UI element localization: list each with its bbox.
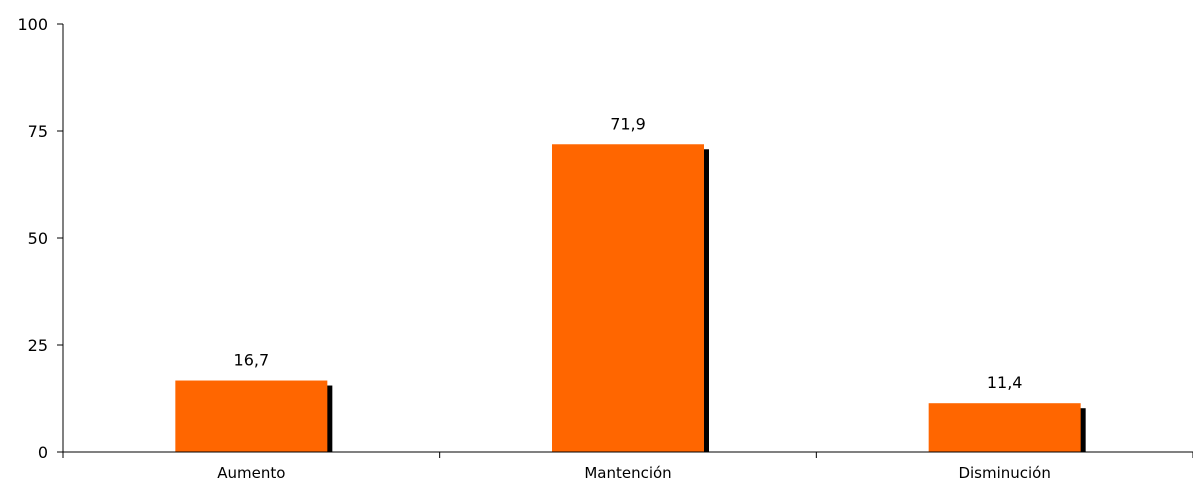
x-tick-label: Disminución	[958, 464, 1050, 482]
y-tick-label: 100	[17, 15, 48, 34]
data-label: 11,4	[987, 373, 1023, 392]
y-axis-ticks: 0 25 50 75 100	[17, 15, 63, 462]
data-label: 71,9	[610, 114, 646, 133]
labels: 16,7 Aumento 71,9 Mantención 11,4 Disminución	[217, 114, 1051, 482]
y-tick-label: 50	[28, 229, 48, 248]
x-tick-label: Mantención	[584, 464, 671, 482]
bars	[175, 144, 1086, 452]
x-axis-ticks	[62, 452, 1193, 458]
bar-aumento	[175, 380, 328, 452]
y-tick-label: 25	[28, 336, 48, 355]
x-tick-label: Aumento	[217, 464, 285, 482]
bar-disminución	[928, 403, 1081, 452]
bar-mantención	[552, 144, 704, 452]
y-tick-label: 0	[38, 443, 48, 462]
y-tick-label: 75	[28, 122, 48, 141]
data-label: 16,7	[234, 351, 270, 370]
